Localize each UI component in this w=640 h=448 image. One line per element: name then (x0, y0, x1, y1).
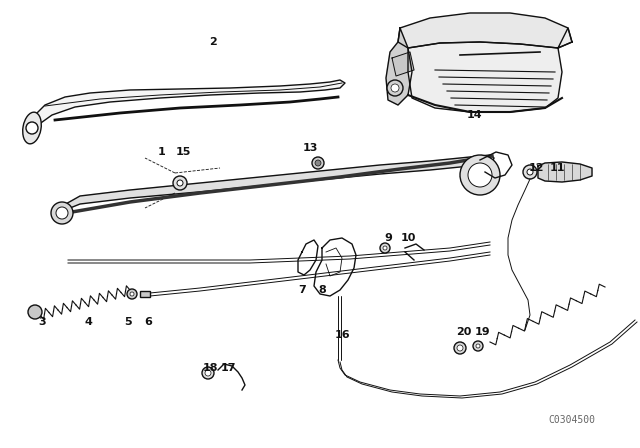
Text: 6: 6 (144, 317, 152, 327)
Circle shape (391, 84, 399, 92)
Text: 1: 1 (158, 147, 166, 157)
Text: 8: 8 (318, 285, 326, 295)
Circle shape (454, 342, 466, 354)
Text: 4: 4 (84, 317, 92, 327)
Polygon shape (392, 52, 414, 76)
Circle shape (56, 207, 68, 219)
Circle shape (383, 246, 387, 250)
Circle shape (387, 80, 403, 96)
Circle shape (312, 157, 324, 169)
Circle shape (468, 163, 492, 187)
Text: 15: 15 (175, 147, 191, 157)
Circle shape (523, 165, 537, 179)
Text: 10: 10 (400, 233, 416, 243)
Polygon shape (408, 28, 572, 112)
Ellipse shape (22, 112, 42, 144)
Text: 9: 9 (384, 233, 392, 243)
Text: 14: 14 (466, 110, 482, 120)
Circle shape (380, 243, 390, 253)
Text: 7: 7 (298, 285, 306, 295)
Text: 13: 13 (302, 143, 317, 153)
Circle shape (205, 370, 211, 376)
Circle shape (130, 292, 134, 296)
Text: C0304500: C0304500 (548, 415, 595, 425)
Text: 3: 3 (38, 317, 46, 327)
Text: 16: 16 (334, 330, 350, 340)
Circle shape (476, 344, 480, 348)
Circle shape (473, 341, 483, 351)
Text: 19: 19 (474, 327, 490, 337)
Polygon shape (386, 28, 412, 105)
Polygon shape (30, 80, 345, 138)
Circle shape (202, 367, 214, 379)
Circle shape (177, 180, 183, 186)
FancyBboxPatch shape (140, 291, 150, 297)
Text: 18: 18 (202, 363, 218, 373)
Circle shape (527, 169, 533, 175)
Polygon shape (398, 13, 572, 48)
Text: 11: 11 (549, 163, 564, 173)
Circle shape (127, 289, 137, 299)
Text: 20: 20 (456, 327, 472, 337)
Polygon shape (58, 155, 494, 220)
Text: 17: 17 (220, 363, 236, 373)
Circle shape (315, 160, 321, 166)
Circle shape (26, 122, 38, 134)
Circle shape (51, 202, 73, 224)
Text: 5: 5 (124, 317, 132, 327)
Circle shape (457, 345, 463, 351)
Polygon shape (538, 162, 592, 182)
Text: 12: 12 (528, 163, 544, 173)
Text: 2: 2 (209, 37, 217, 47)
Circle shape (460, 155, 500, 195)
Circle shape (28, 305, 42, 319)
Circle shape (173, 176, 187, 190)
